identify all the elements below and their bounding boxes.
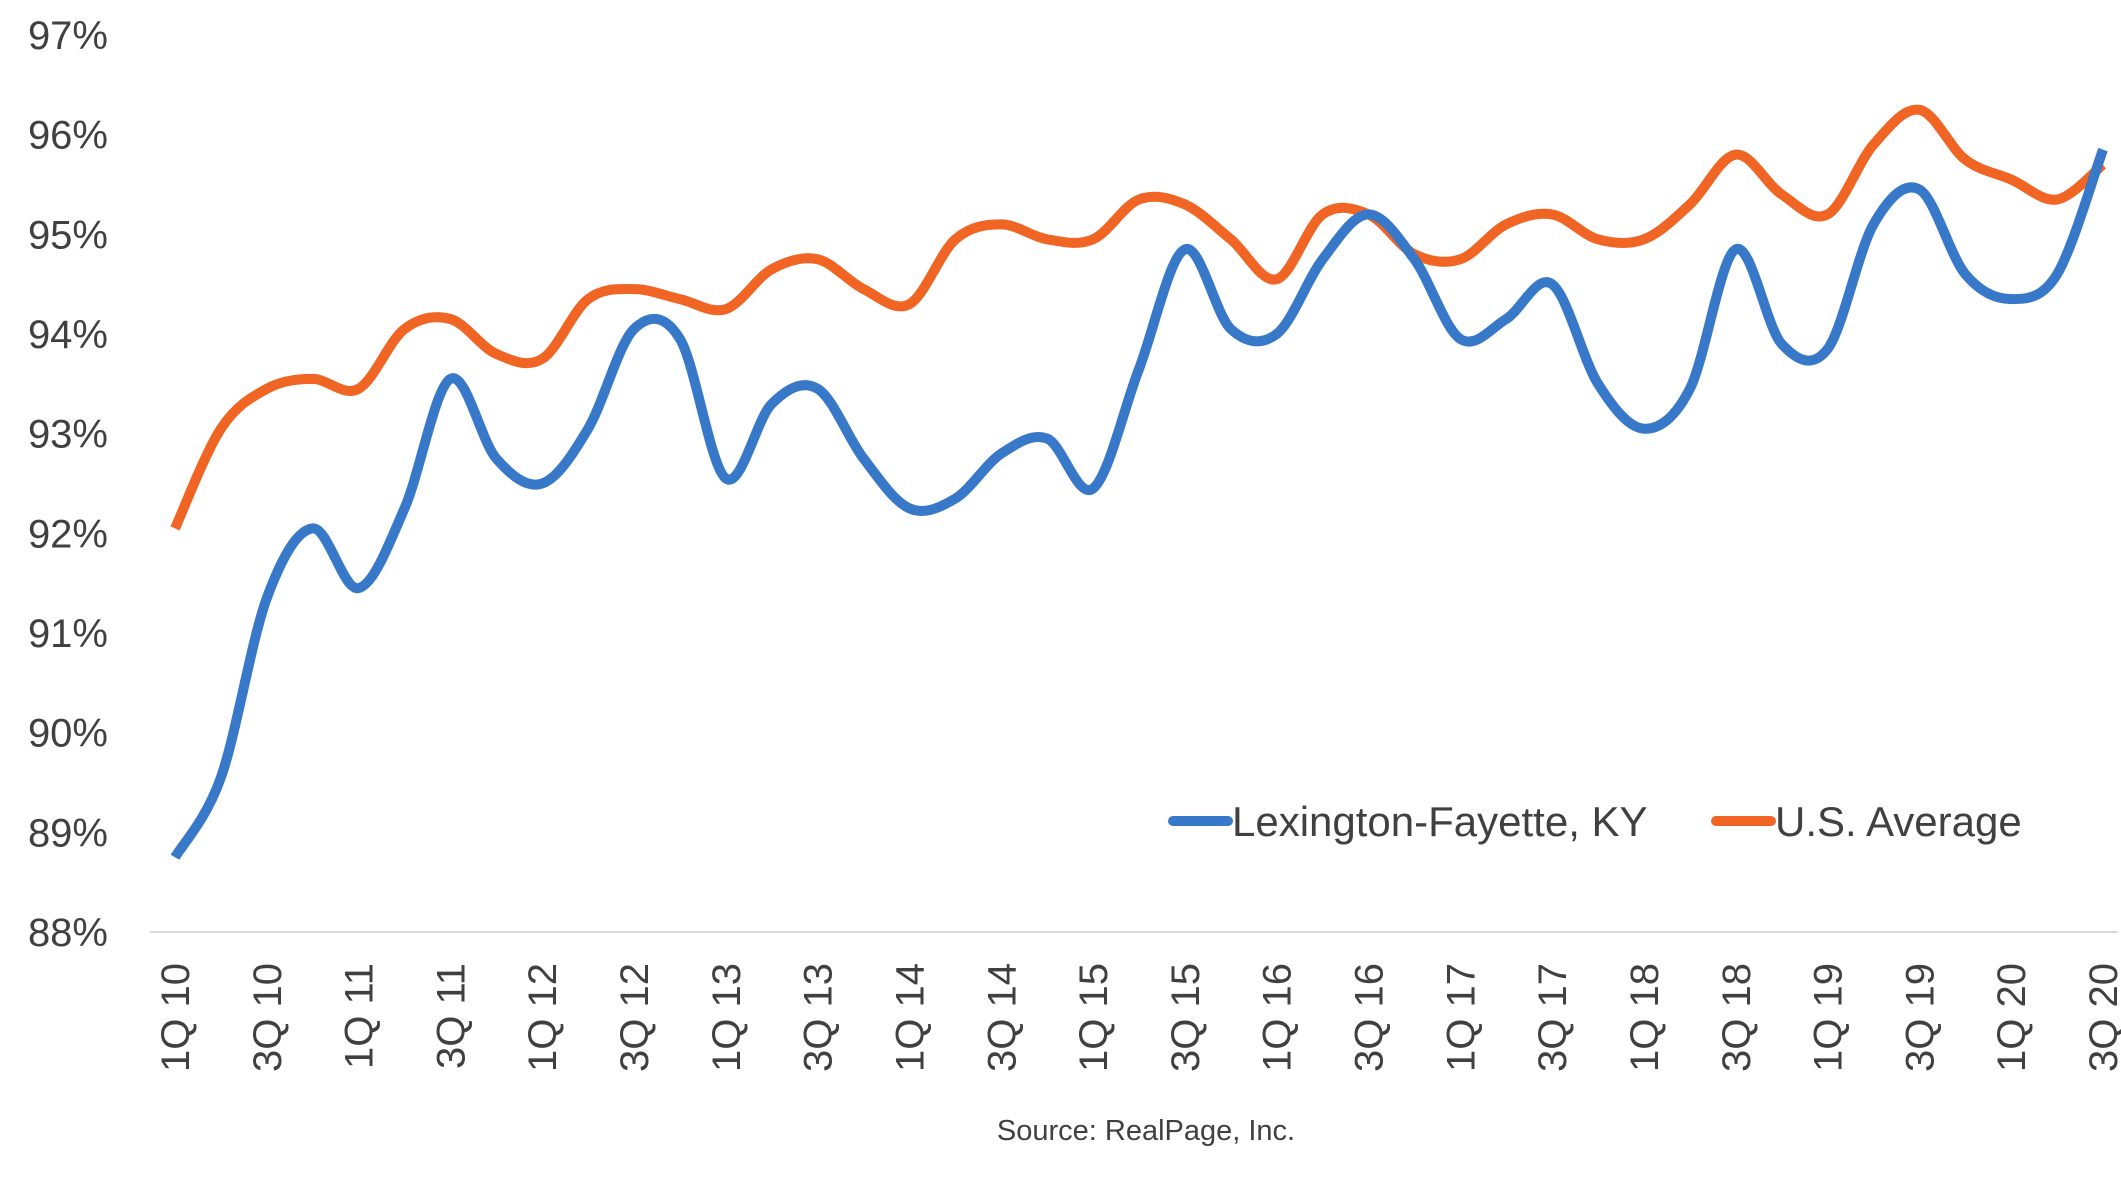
series-group — [170, 104, 2108, 860]
y-axis: 88% 89% 90% 91% 92% 93% 94% 95% 96% 97% — [28, 14, 108, 955]
y-tick-label: 96% — [28, 114, 108, 158]
x-tick-label: 3Q 16 — [1348, 963, 1392, 1072]
y-tick-label: 95% — [28, 213, 108, 257]
x-tick-label: 3Q 20 — [2082, 963, 2121, 1072]
x-tick-label: 1Q 13 — [705, 963, 749, 1072]
x-tick-label: 3Q 11 — [429, 963, 473, 1069]
x-tick-label: 1Q 16 — [1256, 963, 1300, 1072]
y-tick-label: 93% — [28, 413, 108, 457]
y-tick-label: 97% — [28, 14, 108, 58]
y-tick-label: 90% — [28, 712, 108, 756]
x-tick-label: 3Q 17 — [1531, 963, 1575, 1072]
x-tick-label: 3Q 12 — [613, 963, 657, 1072]
legend: Lexington-Fayette, KY U.S. Average — [1168, 798, 2022, 845]
y-tick-label: 88% — [28, 911, 108, 955]
x-tick-label: 1Q 14 — [888, 963, 932, 1072]
x-tick-label: 3Q 14 — [980, 963, 1024, 1072]
x-tick-label: 1Q 19 — [1807, 963, 1851, 1072]
x-tick-label: 3Q 19 — [1898, 963, 1942, 1072]
x-tick-label: 1Q 12 — [521, 963, 565, 1072]
y-tick-label: 92% — [28, 512, 108, 556]
x-tick-label: 1Q 11 — [338, 963, 382, 1069]
x-tick-label: 1Q 17 — [1439, 963, 1483, 1072]
legend-label-us-average: U.S. Average — [1775, 798, 2022, 845]
x-tick-label: 3Q 15 — [1164, 963, 1208, 1072]
x-tick-label: 3Q 10 — [246, 963, 290, 1072]
x-tick-label: 1Q 18 — [1623, 963, 1667, 1072]
legend-label-lexington: Lexington-Fayette, KY — [1232, 798, 1648, 845]
y-tick-label: 89% — [28, 811, 108, 855]
x-tick-label: 3Q 18 — [1715, 963, 1759, 1072]
series-line-us-average — [170, 104, 2107, 531]
x-tick-label: 3Q 13 — [797, 963, 841, 1072]
y-tick-label: 94% — [28, 313, 108, 357]
x-tick-label: 1Q 15 — [1072, 963, 1116, 1072]
y-tick-label: 91% — [28, 612, 108, 656]
x-axis: 1Q 10 3Q 10 1Q 11 3Q 11 1Q 12 3Q 12 1Q 13 3Q 13… — [154, 963, 2121, 1072]
source-note: Source: RealPage, Inc. — [997, 1115, 1295, 1147]
x-tick-label: 1Q 10 — [154, 963, 198, 1072]
x-tick-label: 1Q 20 — [1990, 963, 2034, 1072]
series-line-lexington — [170, 147, 2108, 860]
